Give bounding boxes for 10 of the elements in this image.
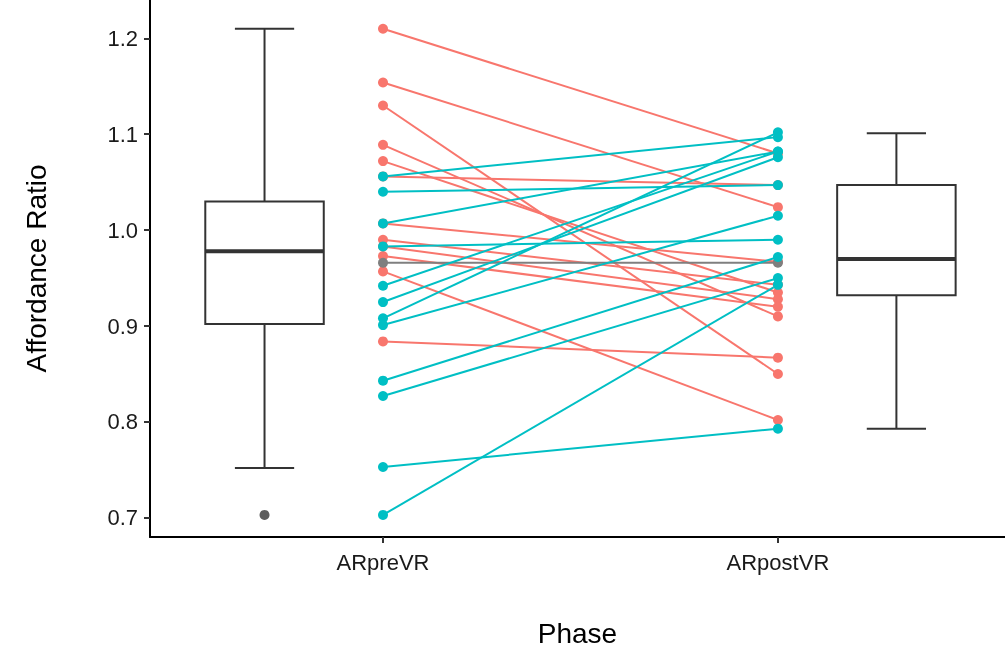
y-tick-label: 1.0: [107, 217, 138, 243]
y-tick-label: 0.9: [107, 313, 138, 339]
x-tick-label: ARpreVR: [336, 549, 430, 575]
y-axis-title: Affordance Ratio: [20, 164, 52, 373]
x-axis-title: Phase: [537, 617, 618, 649]
y-tick-label: 0.8: [107, 409, 138, 435]
x-tick-label: ARpostVR: [726, 549, 830, 575]
y-tick-label: 1.1: [107, 121, 138, 147]
y-tick-label: 0.7: [107, 505, 138, 531]
y-tick-label: 1.2: [107, 25, 138, 51]
